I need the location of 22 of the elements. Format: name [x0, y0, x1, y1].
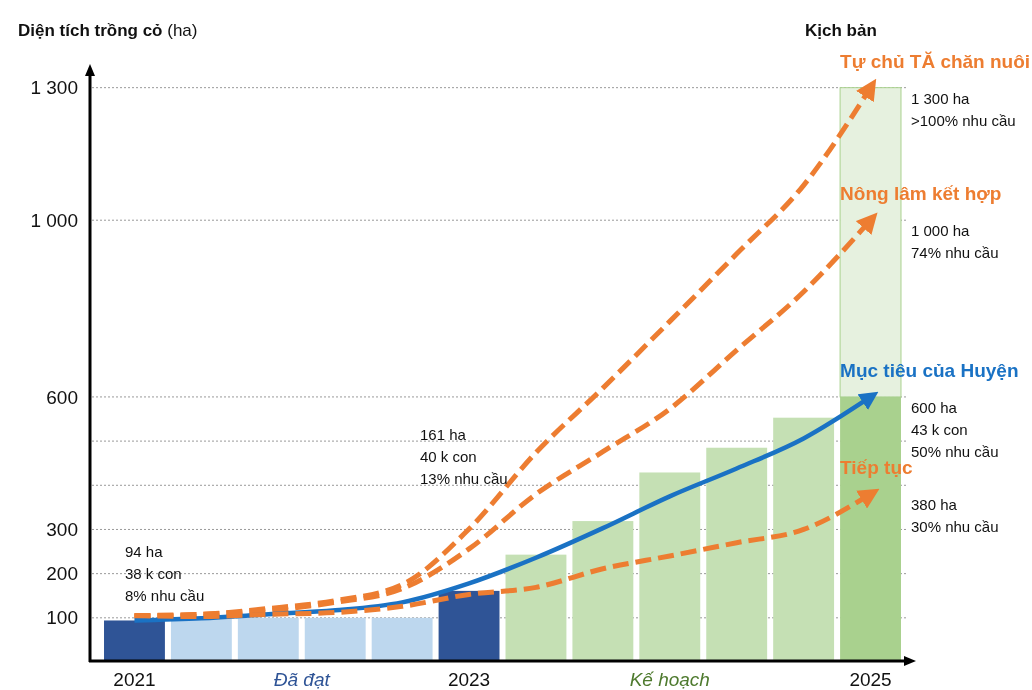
legend-title: Kịch bản	[805, 21, 877, 40]
text: Kế hoạch	[629, 669, 710, 690]
x-tick-label: 2021	[113, 669, 156, 690]
y-tick-label: 1 000	[30, 209, 78, 231]
x-tick-label: 2025	[849, 669, 892, 690]
y-tick-label: 300	[46, 519, 78, 541]
y-tick-label: 600	[46, 386, 78, 408]
y-tick-label: 200	[46, 563, 78, 585]
series-label: Tự chủ TĂ chăn nuôi	[840, 50, 1031, 72]
annotation: 1 000 ha 74% nhu cầu	[910, 222, 999, 262]
annotation: 1 300 ha >100% nhu cầu	[910, 89, 1016, 129]
annotation: 94 ha 38 k con 8% nhu cầu	[125, 543, 205, 604]
annotation: 380 ha 30% nhu cầu	[910, 496, 999, 536]
annotation: 161 ha 40 k con 13% nhu cầu	[420, 426, 508, 487]
series-label: Nông lâm kết hợp	[840, 183, 1002, 205]
annotation: 600 ha 43 k con 50% nhu cầu	[910, 398, 999, 460]
y-tick-label: 100	[46, 607, 78, 629]
series-label: Mục tiêu của Huyện	[840, 359, 1019, 381]
x-tick-label: 2023	[447, 669, 491, 690]
text: Đã đạt	[273, 669, 331, 690]
y-axis-title: Diện tích trồng cỏ (ha)	[18, 21, 198, 40]
y-tick-label: 1 300	[30, 77, 78, 99]
